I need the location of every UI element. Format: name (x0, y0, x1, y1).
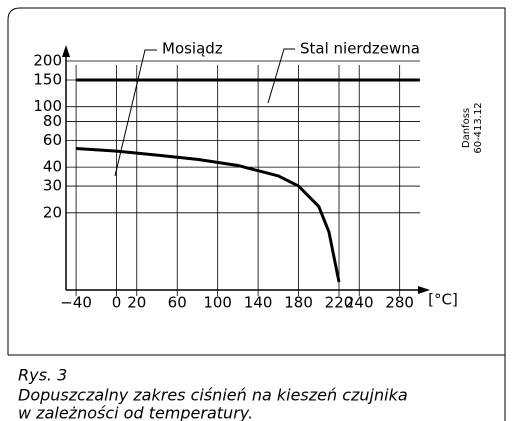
x-tick-label: 240 (345, 294, 374, 312)
y-tick-label: 60 (43, 131, 62, 149)
x-tick-label: 60 (168, 294, 187, 312)
y-tick-label: 20 (43, 203, 62, 221)
y-tick-label: 100 (33, 97, 62, 115)
caption: Rys. 3 (18, 366, 67, 385)
caption: w zależności od temperatury. (18, 404, 253, 421)
y-tick-label: 40 (43, 158, 62, 176)
x-tick-label: 220 (325, 294, 354, 312)
y-tick-label: 80 (43, 112, 62, 130)
frame (7, 7, 506, 421)
leader-line (114, 49, 157, 177)
x-tick-label: −40 (60, 294, 92, 312)
y-axis-arrow (62, 45, 70, 57)
leader-line (267, 48, 295, 104)
x-tick-label: 20 (127, 294, 146, 312)
y-tick-label: 150 (33, 70, 62, 88)
x-tick-label: 280 (385, 294, 414, 312)
x-axis-label: [°C] (428, 291, 458, 309)
series-label: Stal nierdzewna (300, 40, 420, 58)
y-tick-label: 30 (43, 177, 62, 195)
series-line (76, 147, 341, 283)
x-tick-label: 180 (284, 294, 313, 312)
series-label: Mosiądz (162, 40, 223, 58)
side-note: 60-413.12 (473, 102, 484, 153)
side-note: Danfoss (461, 108, 472, 148)
x-tick-label: 100 (203, 294, 232, 312)
y-tick-label: 200 (33, 52, 62, 70)
x-axis-arrow (418, 286, 430, 294)
x-tick-label: 140 (244, 294, 273, 312)
caption: Dopuszczalny zakres ciśnień na kieszeń c… (18, 386, 408, 405)
x-tick-label: 0 (112, 294, 122, 312)
